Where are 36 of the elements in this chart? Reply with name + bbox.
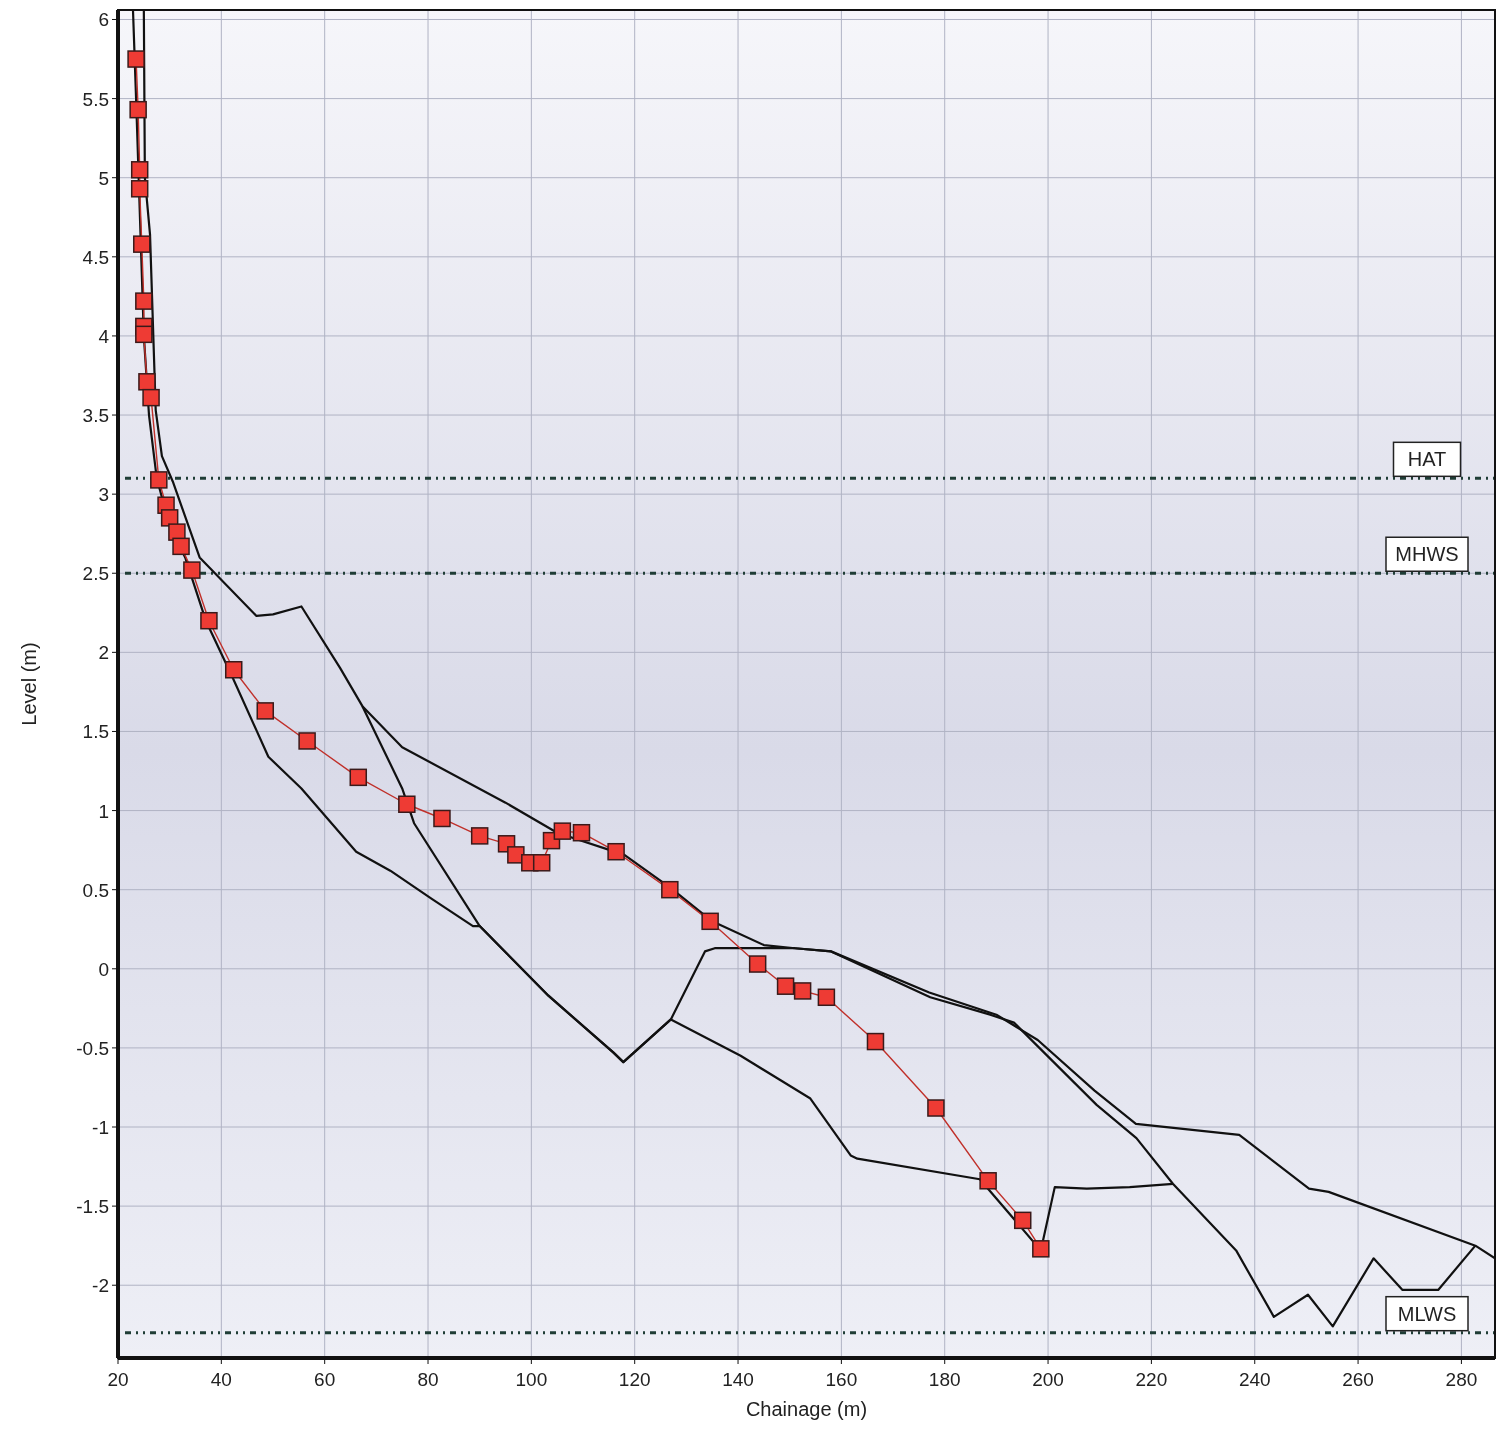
x-tick-label: 40	[210, 1369, 232, 1390]
x-tick-label: 240	[1238, 1369, 1271, 1390]
y-tick-label: -1	[92, 1117, 109, 1138]
ref-line-label: HAT	[1407, 448, 1447, 471]
y-tick-label: 3	[98, 484, 109, 506]
x-tick-label: 100	[515, 1369, 548, 1390]
x-tick-label: 60	[314, 1369, 336, 1390]
y-tick-label: 1.5	[82, 721, 109, 743]
ref-line-label: MLWS	[1397, 1302, 1457, 1325]
y-tick-label: 5.5	[82, 88, 109, 110]
x-axis-title: Chainage (m)	[745, 1398, 868, 1420]
y-tick-label: -2	[92, 1275, 109, 1297]
y-tick-label: 4.5	[82, 246, 109, 268]
x-tick-label: 20	[107, 1369, 129, 1390]
x-tick-label: 140	[722, 1369, 754, 1390]
x-tick-label: 260	[1342, 1369, 1374, 1390]
y-tick-label: 2.5	[82, 563, 109, 585]
x-tick-label: 80	[417, 1369, 439, 1390]
y-tick-label: 4	[98, 325, 110, 347]
y-tick-label: -0.5	[76, 1037, 109, 1059]
x-tick-label: 160	[825, 1369, 858, 1390]
y-tick-label: 6	[98, 9, 109, 31]
x-tick-label: 120	[618, 1369, 651, 1390]
x-tick-label: 200	[1032, 1369, 1064, 1390]
x-tick-label: 280	[1445, 1369, 1478, 1390]
y-tick-label: -1.5	[76, 1196, 109, 1218]
x-tick-label: 180	[928, 1369, 961, 1390]
y-tick-label: 0.5	[82, 879, 109, 901]
y-tick-label: 2	[98, 642, 109, 664]
y-tick-label: 1	[98, 800, 109, 822]
ref-line-label: MHWS	[1395, 543, 1459, 566]
y-tick-label: 5	[98, 167, 109, 189]
y-tick-label: 0	[98, 958, 109, 980]
y-axis-title: Level (m)	[18, 642, 40, 726]
y-tick-label: 3.5	[82, 405, 109, 427]
x-tick-label: 220	[1135, 1369, 1168, 1390]
